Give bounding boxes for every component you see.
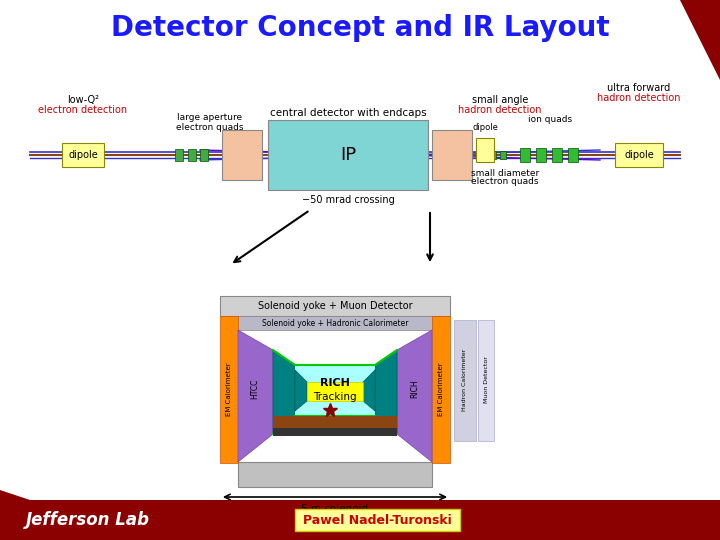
Text: Solenoid yoke + Hadronic Calorimeter: Solenoid yoke + Hadronic Calorimeter	[262, 319, 408, 327]
Text: Detector Concept and IR Layout: Detector Concept and IR Layout	[111, 14, 609, 42]
Text: EM Calorimeter: EM Calorimeter	[226, 362, 232, 416]
Polygon shape	[273, 350, 295, 434]
Text: hadron detection: hadron detection	[458, 105, 541, 115]
Text: dipole: dipole	[624, 150, 654, 160]
FancyBboxPatch shape	[230, 316, 440, 330]
FancyBboxPatch shape	[200, 149, 208, 161]
FancyBboxPatch shape	[295, 365, 375, 416]
Text: RICH: RICH	[320, 378, 350, 388]
Text: IP: IP	[340, 146, 356, 164]
FancyBboxPatch shape	[520, 148, 530, 162]
Text: Tracking: Tracking	[313, 392, 357, 402]
FancyBboxPatch shape	[220, 316, 238, 463]
Text: central detector with endcaps: central detector with endcaps	[270, 108, 426, 118]
Text: HTCC: HTCC	[251, 379, 259, 399]
Text: Solenoid yoke + Muon Detector: Solenoid yoke + Muon Detector	[258, 301, 413, 311]
Text: hadron detection: hadron detection	[598, 93, 680, 103]
FancyBboxPatch shape	[175, 149, 183, 161]
FancyBboxPatch shape	[62, 143, 104, 167]
Polygon shape	[0, 490, 70, 540]
Text: Hadron Calorimeter: Hadron Calorimeter	[462, 349, 467, 411]
Polygon shape	[295, 370, 307, 411]
FancyBboxPatch shape	[268, 120, 428, 190]
Text: electron detection: electron detection	[38, 105, 127, 115]
FancyBboxPatch shape	[307, 382, 363, 401]
Text: Jefferson Lab: Jefferson Lab	[26, 511, 150, 529]
Text: electron quads: electron quads	[176, 123, 244, 132]
Text: Pawel Nadel-Turonski: Pawel Nadel-Turonski	[302, 514, 451, 526]
FancyBboxPatch shape	[238, 462, 432, 487]
Text: low-Q²: low-Q²	[67, 95, 99, 105]
FancyBboxPatch shape	[222, 130, 262, 180]
Polygon shape	[238, 330, 273, 462]
FancyBboxPatch shape	[480, 151, 486, 159]
Text: ultra forward: ultra forward	[608, 83, 670, 93]
Text: ion quads: ion quads	[528, 116, 572, 125]
FancyBboxPatch shape	[476, 138, 494, 162]
FancyBboxPatch shape	[220, 296, 450, 316]
Polygon shape	[700, 0, 720, 50]
FancyBboxPatch shape	[188, 149, 196, 161]
FancyBboxPatch shape	[432, 130, 472, 180]
FancyBboxPatch shape	[0, 500, 720, 540]
Polygon shape	[680, 0, 720, 80]
FancyBboxPatch shape	[273, 428, 397, 436]
FancyBboxPatch shape	[454, 320, 476, 441]
FancyBboxPatch shape	[295, 509, 460, 531]
Text: EM Calorimeter: EM Calorimeter	[438, 362, 444, 416]
Polygon shape	[375, 350, 397, 434]
FancyBboxPatch shape	[490, 151, 496, 159]
Polygon shape	[397, 330, 432, 462]
FancyBboxPatch shape	[432, 316, 450, 463]
FancyBboxPatch shape	[615, 143, 663, 167]
Text: small diameter: small diameter	[471, 168, 539, 178]
FancyBboxPatch shape	[536, 148, 546, 162]
Text: Muon Detector: Muon Detector	[484, 356, 488, 403]
Text: −50 mrad crossing: −50 mrad crossing	[302, 195, 395, 205]
Text: RICH: RICH	[410, 380, 420, 399]
Text: 5 m solenoid: 5 m solenoid	[302, 504, 369, 514]
FancyBboxPatch shape	[478, 320, 494, 441]
FancyBboxPatch shape	[500, 151, 506, 159]
FancyBboxPatch shape	[273, 416, 397, 428]
Text: dipole: dipole	[68, 150, 98, 160]
Text: small angle: small angle	[472, 95, 528, 105]
FancyBboxPatch shape	[552, 148, 562, 162]
FancyBboxPatch shape	[568, 148, 578, 162]
Text: large aperture: large aperture	[177, 113, 243, 123]
Text: dipole: dipole	[472, 124, 498, 132]
Polygon shape	[363, 370, 375, 411]
Text: electron quads: electron quads	[472, 178, 539, 186]
